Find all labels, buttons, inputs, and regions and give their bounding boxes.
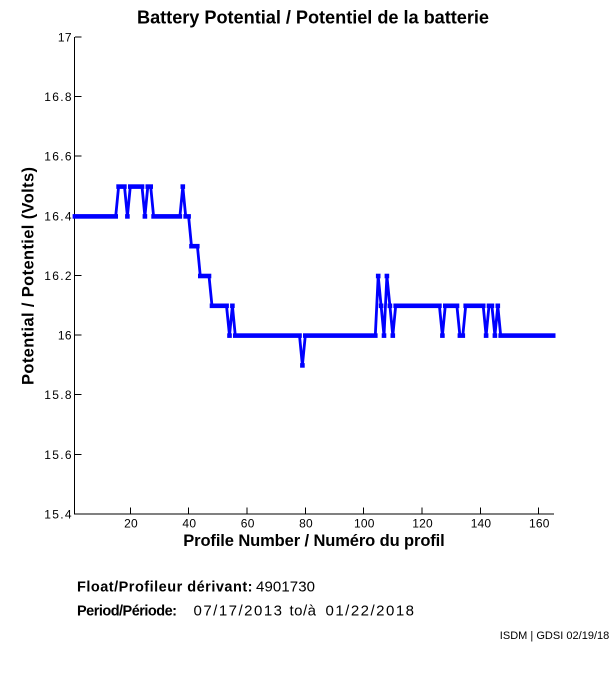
svg-text:01/22/2018: 01/22/2018	[326, 603, 415, 620]
svg-text:Float/Profileur dérivant:: Float/Profileur dérivant:	[77, 580, 253, 596]
svg-text:100: 100	[354, 516, 375, 530]
svg-text:15.4: 15.4	[44, 507, 72, 521]
svg-text:4901730: 4901730	[256, 579, 315, 596]
svg-text:17: 17	[58, 30, 72, 44]
svg-text:ISDM | GDSI 02/19/18: ISDM | GDSI 02/19/18	[500, 630, 610, 642]
svg-text:Profile Number / Numéro du pro: Profile Number / Numéro du profil	[183, 532, 445, 550]
svg-text:80: 80	[299, 516, 313, 530]
svg-text:16.2: 16.2	[44, 269, 72, 283]
svg-text:Potential / Potentiel (Volts): Potential / Potentiel (Volts)	[20, 167, 38, 385]
svg-text:160: 160	[529, 516, 550, 530]
svg-text:15.8: 15.8	[44, 388, 72, 402]
svg-text:120: 120	[412, 516, 433, 530]
svg-text:16.8: 16.8	[44, 90, 72, 104]
svg-text:to/à: to/à	[290, 603, 317, 620]
svg-text:15.6: 15.6	[44, 448, 72, 462]
svg-text:Period/Période:: Period/Période:	[77, 604, 177, 620]
svg-text:20: 20	[124, 516, 138, 530]
svg-text:60: 60	[241, 516, 255, 530]
svg-text:16.6: 16.6	[44, 150, 72, 164]
svg-text:16.4: 16.4	[44, 209, 72, 223]
svg-text:16: 16	[58, 329, 72, 343]
svg-text:140: 140	[471, 516, 492, 530]
svg-text:40: 40	[182, 516, 196, 530]
svg-text:Battery Potential / Potentiel: Battery Potential / Potentiel de la batt…	[137, 7, 489, 27]
svg-text:07/17/2013: 07/17/2013	[194, 603, 283, 620]
